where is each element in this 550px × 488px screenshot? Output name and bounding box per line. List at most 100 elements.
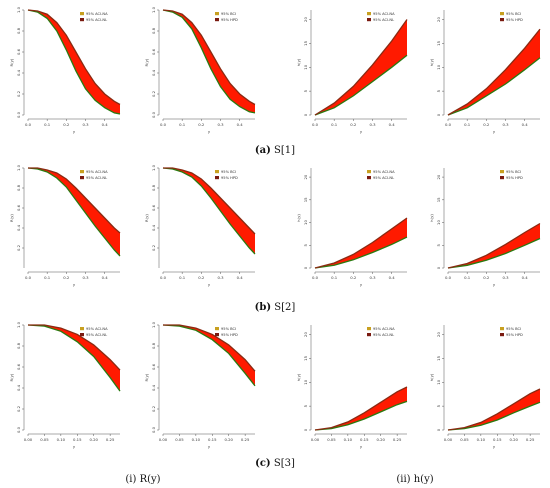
- y-tick-label: 5: [436, 89, 441, 92]
- legend-swatch: [500, 18, 504, 22]
- y-tick-label: 1.0: [151, 321, 156, 328]
- x-tick-label: 0.4: [237, 122, 244, 127]
- y-tick-label: 0.8: [151, 342, 156, 349]
- x-tick-label: 0.4: [102, 122, 109, 127]
- legend-label: 95% ACI-NA: [86, 12, 108, 16]
- chart-panel-a3: 0.0 0.1 0.2 0.3 0.4 0 5 10 15 20 y h(y) 95% ACI-NA 95…: [296, 10, 408, 134]
- legend-label: 95% HPD: [221, 176, 238, 180]
- legend-label: 95% ACI-NA: [86, 327, 108, 331]
- upper-bound-line: [28, 167, 121, 234]
- y-tick-label: 10: [436, 220, 441, 225]
- y-tick-label: 20: [303, 174, 308, 179]
- x-tick-label: 0.05: [40, 437, 49, 442]
- x-tick-label: 0.1: [179, 122, 186, 127]
- y-tick-label: 0.0: [16, 426, 21, 433]
- caption-row-b-text: S[2]: [271, 302, 295, 313]
- legend-label: 95% ACI-NL: [86, 18, 107, 22]
- lower-bound-line: [447, 57, 541, 116]
- y-tick-label: 0: [303, 428, 308, 431]
- y-tick-label: 0.0: [151, 111, 156, 118]
- chart-panel-c4: 0.00 0.05 0.10 0.15 0.20 0.25 0 5 10 15 20 y h(y) 95%…: [429, 325, 541, 449]
- y-tick-label: 0.0: [16, 111, 21, 118]
- confidence-band: [163, 168, 255, 254]
- legend-swatch: [215, 176, 219, 180]
- legend-label: 95% ACI-NA: [373, 170, 395, 174]
- y-tick-label: 1.0: [16, 164, 21, 171]
- legend-label: 95% BCI: [221, 12, 236, 16]
- upper-bound-line: [314, 217, 408, 269]
- upper-bound-line: [163, 167, 256, 235]
- x-tick-label: 0.2: [350, 122, 357, 127]
- x-tick-label: 0.05: [175, 437, 184, 442]
- x-tick-label: 0.2: [350, 275, 357, 280]
- upper-bound-line: [27, 9, 121, 106]
- confidence-band: [163, 10, 255, 113]
- chart-panel-b2: 0.0 0.1 0.2 0.3 0.4 0.2 0.4 0.6 0.8 1.0 y R(y) 95% B…: [144, 164, 256, 287]
- x-tick-label: 0.0: [25, 122, 32, 127]
- lower-bound-line: [447, 237, 541, 269]
- caption-row-b-letter: (b): [255, 302, 271, 313]
- y-axis-label: h(y): [429, 214, 434, 222]
- x-tick-label: 0.2: [63, 122, 70, 127]
- legend-label: 95% ACI-NL: [373, 333, 394, 337]
- x-tick-label: 0.3: [82, 275, 89, 280]
- legend-label: 95% BCI: [221, 327, 236, 331]
- x-tick-label: 0.4: [522, 275, 529, 280]
- chart-panel-c3: 0.00 0.05 0.10 0.15 0.20 0.25 0 5 10 15 20 y h(y) 95%…: [296, 325, 408, 449]
- y-tick-label: 10: [303, 379, 308, 384]
- confidence-band: [315, 19, 407, 115]
- x-axis-label: y: [208, 129, 211, 134]
- lower-bound-line: [27, 167, 121, 257]
- lower-bound-line: [162, 9, 256, 114]
- x-tick-label: 0.4: [522, 122, 529, 127]
- y-axis-label: h(y): [296, 58, 301, 66]
- y-tick-label: 0.6: [151, 204, 156, 211]
- legend-swatch: [80, 170, 84, 174]
- x-tick-label: 0.10: [57, 437, 66, 442]
- caption-row-c: (c) S[3]: [255, 458, 295, 469]
- y-tick-label: 15: [303, 197, 308, 202]
- x-tick-label: 0.05: [460, 437, 469, 442]
- caption-row-a: (a) S[1]: [255, 145, 295, 156]
- y-tick-label: 0.4: [16, 224, 21, 231]
- confidence-band: [448, 389, 540, 430]
- y-tick-label: 15: [303, 355, 308, 360]
- x-tick-label: 0.3: [502, 122, 509, 127]
- y-tick-label: 10: [303, 64, 308, 69]
- legend-swatch: [215, 170, 219, 174]
- legend-swatch: [80, 12, 84, 16]
- x-axis-label: y: [73, 444, 76, 449]
- chart-panel-a4: 0.0 0.1 0.2 0.3 0.4 0 5 10 15 20 y h(y) 95% BCI 95% H…: [429, 10, 541, 134]
- x-tick-label: 0.25: [526, 437, 535, 442]
- x-tick-label: 0.3: [217, 275, 224, 280]
- legend-label: 95% ACI-NA: [373, 327, 395, 331]
- legend-swatch: [80, 176, 84, 180]
- legend-label: 95% ACI-NA: [373, 12, 395, 16]
- y-tick-label: 0.4: [16, 384, 21, 391]
- chart-panel-a2: 0.0 0.1 0.2 0.3 0.4 0.0 0.2 0.4 0.6 0.8 1.0 y R(y) 95…: [144, 6, 256, 134]
- x-tick-label: 0.0: [312, 275, 319, 280]
- x-tick-label: 0.1: [464, 275, 471, 280]
- x-tick-label: 0.4: [389, 122, 396, 127]
- x-tick-label: 0.2: [63, 275, 70, 280]
- x-tick-label: 0.20: [509, 437, 518, 442]
- chart-panel-a1: 0.0 0.1 0.2 0.3 0.4 0.0 0.2 0.4 0.6 0.8 1.0 y R(y) 95…: [9, 6, 121, 134]
- confidence-band: [448, 29, 540, 116]
- legend-label: 95% BCI: [506, 327, 521, 331]
- x-tick-label: 0.3: [502, 275, 509, 280]
- chart-panel-b3: 0.0 0.1 0.2 0.3 0.4 0 5 10 15 20 y h(y) 95% ACI-NA 95…: [296, 168, 408, 287]
- x-tick-label: 0.10: [477, 437, 486, 442]
- y-tick-label: 5: [303, 243, 308, 246]
- x-tick-label: 0.05: [327, 437, 336, 442]
- upper-bound-line: [314, 386, 408, 431]
- x-tick-label: 0.00: [24, 437, 33, 442]
- lower-bound-line: [162, 167, 256, 255]
- legend-swatch: [500, 333, 504, 337]
- y-tick-label: 0.6: [151, 363, 156, 370]
- legend-swatch: [80, 333, 84, 337]
- y-axis-label: R(y): [9, 214, 14, 222]
- y-tick-label: 5: [303, 89, 308, 92]
- y-tick-label: 15: [436, 197, 441, 202]
- x-tick-label: 0.3: [82, 122, 89, 127]
- y-tick-label: 0: [303, 113, 308, 116]
